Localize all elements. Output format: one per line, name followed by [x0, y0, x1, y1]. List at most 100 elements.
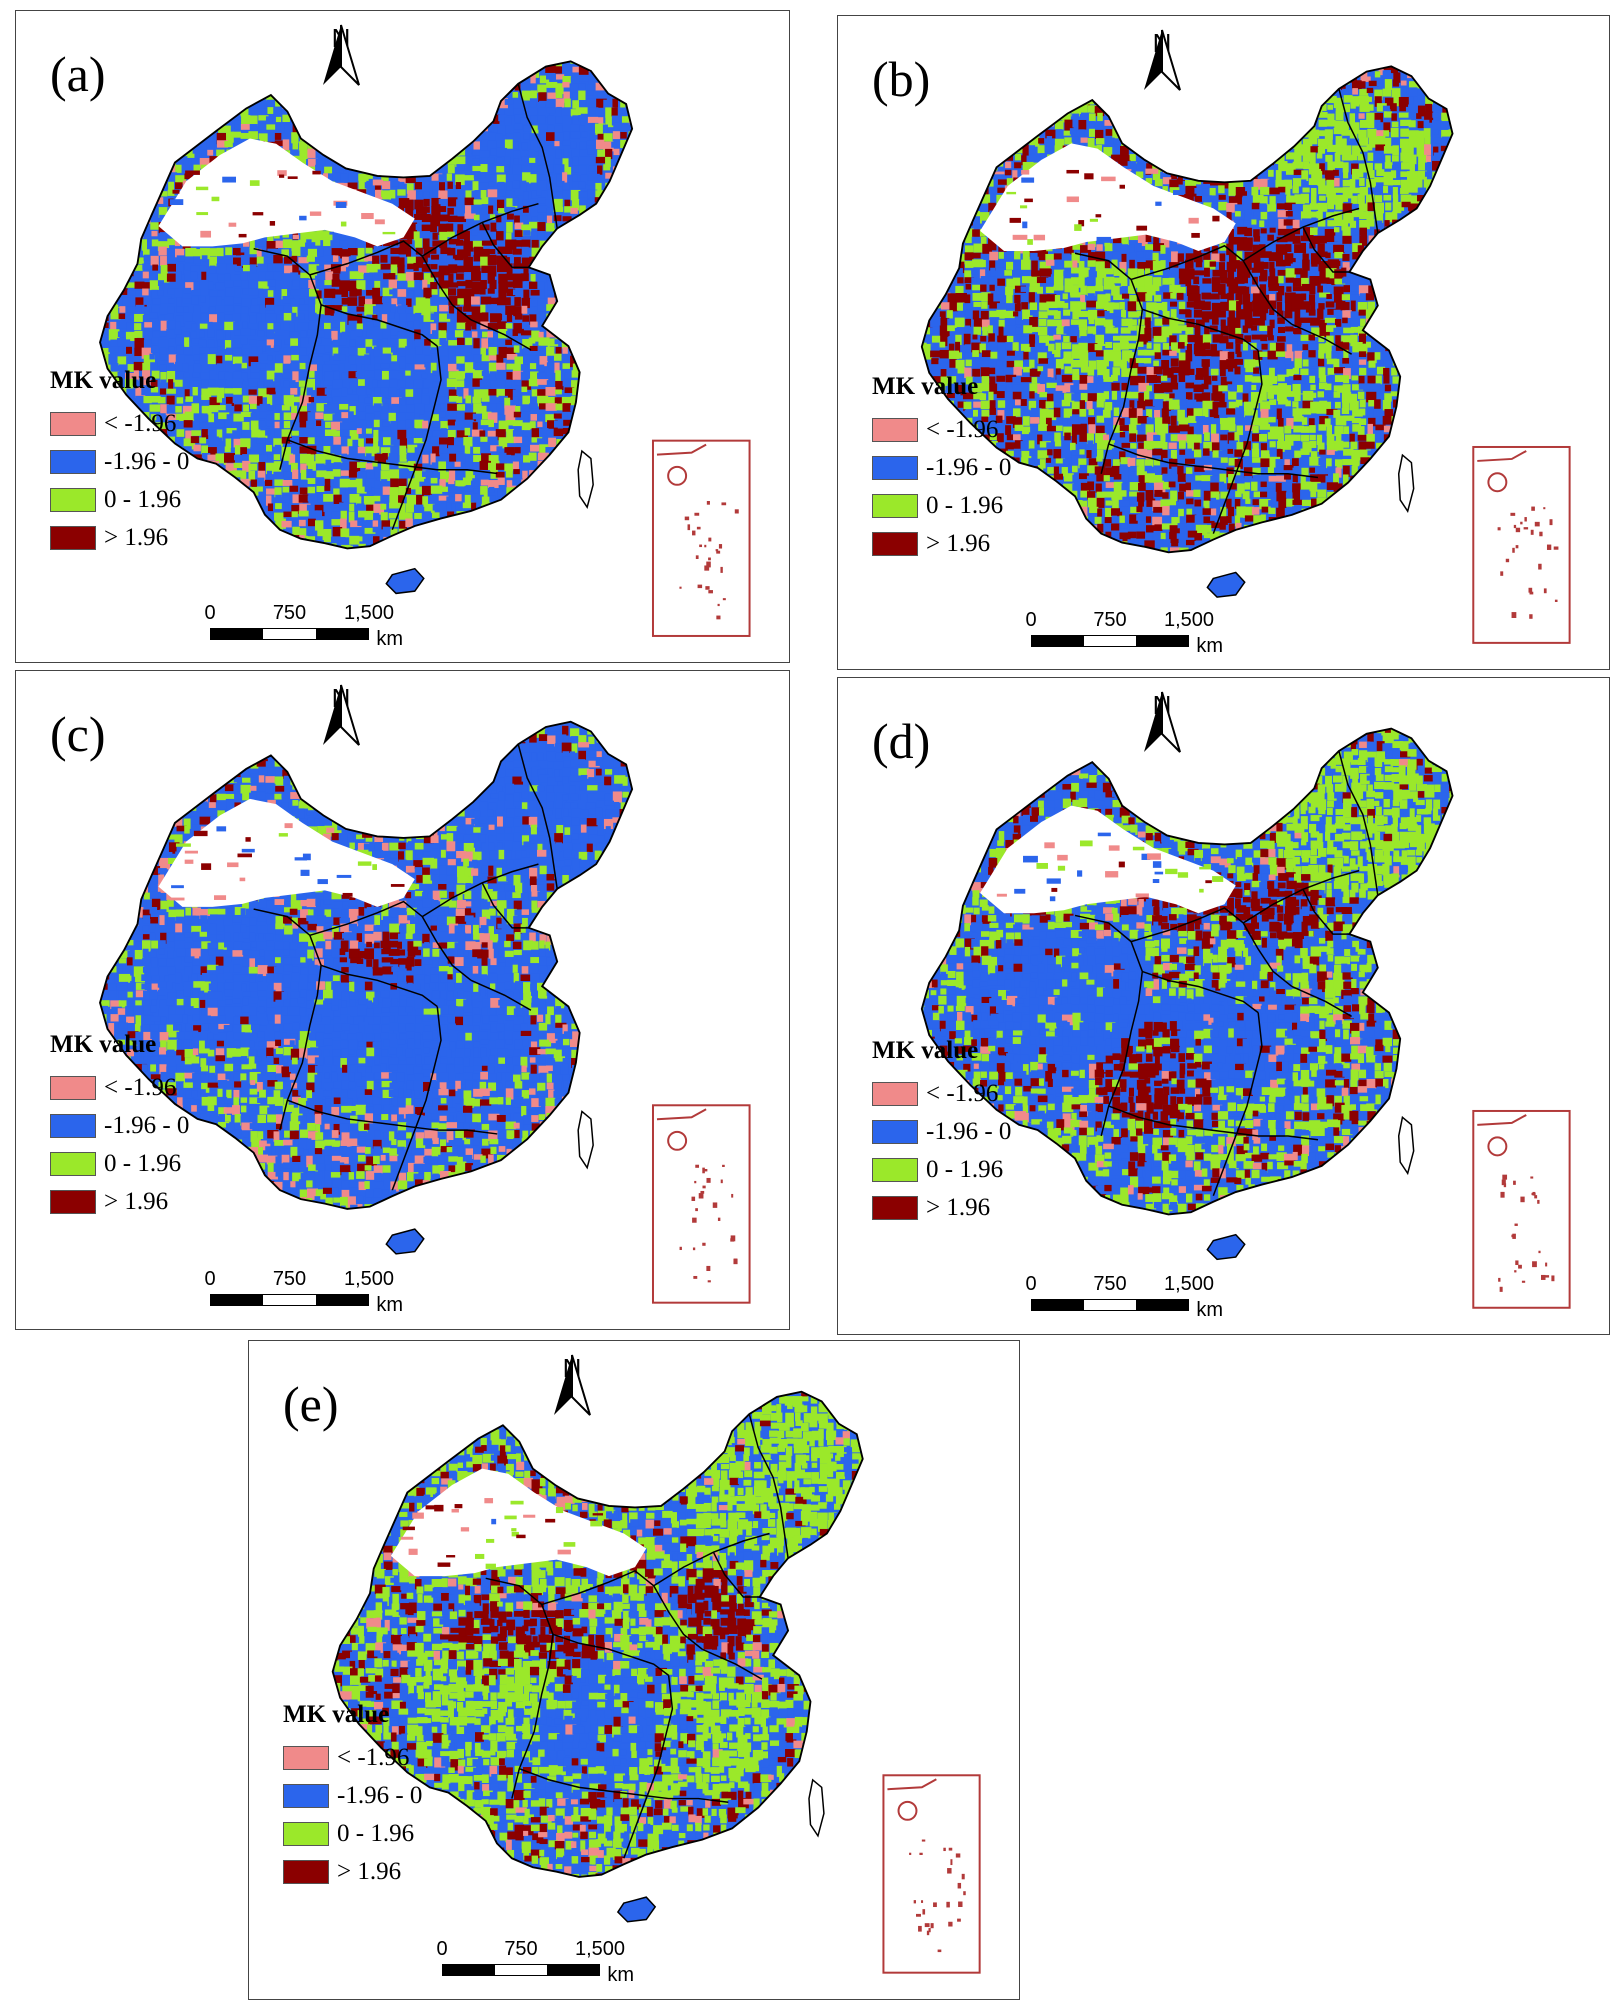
taiwan-island — [1397, 1115, 1415, 1176]
hainan-island — [1206, 571, 1246, 598]
legend-item: 0 - 1.96 — [283, 1815, 422, 1853]
region-boundary — [1242, 869, 1360, 924]
region-boundary — [421, 863, 539, 918]
legend-item: > 1.96 — [50, 1183, 189, 1221]
hainan-island — [1206, 1233, 1246, 1261]
region-boundary — [1302, 226, 1350, 273]
region-boundary — [1142, 308, 1259, 352]
region-boundary — [481, 882, 529, 929]
legend-swatch — [50, 412, 96, 436]
trend-raster — [332, 1391, 863, 1877]
north-arrow-icon — [323, 24, 360, 86]
north-arrow: N — [1132, 28, 1192, 91]
legend-item-label: 0 - 1.96 — [337, 1820, 414, 1848]
china-map — [99, 720, 751, 1304]
trend-raster — [100, 721, 633, 1209]
legend-item-label: > 1.96 — [104, 1188, 168, 1216]
region-boundary — [1130, 907, 1293, 988]
legend: MK value < -1.96 -1.96 - 0 0 - 1.96 > 1.… — [50, 367, 189, 557]
scale-unit: km — [376, 628, 403, 651]
legend-item-label: -1.96 - 0 — [104, 1112, 189, 1140]
legend-item-label: < -1.96 — [104, 410, 176, 438]
taiwan-island — [1397, 453, 1415, 513]
north-arrow: N — [1132, 690, 1192, 753]
scale-unit: km — [1196, 1299, 1223, 1322]
taiwan-island — [577, 1110, 594, 1170]
region-boundary — [253, 247, 322, 470]
legend-item-label: > 1.96 — [926, 530, 990, 558]
scale-tick: 0 — [204, 602, 215, 625]
scale-tick: 750 — [273, 1268, 306, 1291]
legend-item-label: > 1.96 — [104, 524, 168, 552]
legend-swatch — [872, 456, 918, 480]
north-arrow: N — [311, 23, 371, 86]
legend-item-label: < -1.96 — [926, 416, 998, 444]
region-boundary — [481, 222, 529, 269]
region-boundary — [391, 346, 442, 530]
legend-swatch — [872, 1082, 918, 1106]
legend-swatch — [283, 1860, 329, 1884]
legend-item: < -1.96 — [50, 1069, 189, 1107]
country-boundary — [99, 720, 634, 1210]
region-boundary — [1074, 252, 1144, 474]
scale-tick: 0 — [1025, 1273, 1036, 1296]
map-panel-b: (b) N MK value < -1.96 -1.96 - 0 0 - 1.9… — [837, 15, 1610, 670]
legend-item-label: > 1.96 — [926, 1194, 990, 1222]
panel-label: (e) — [283, 1375, 339, 1433]
map-panel-e: (e) N MK value < -1.96 -1.96 - 0 0 - 1.9… — [248, 1340, 1020, 2000]
legend-swatch — [50, 1190, 96, 1214]
legend-item: 0 - 1.96 — [872, 487, 1011, 525]
south-china-sea-inset — [651, 1104, 751, 1304]
taiwan-island — [808, 1778, 825, 1838]
north-arrow-icon — [1144, 29, 1181, 91]
scale-unit: km — [607, 1964, 634, 1987]
scale-tick: 1,500 — [344, 1268, 394, 1291]
region-boundary — [519, 1767, 729, 1804]
region-boundary — [701, 1648, 763, 1680]
scale-tick: 1,500 — [1164, 609, 1214, 632]
legend: MK value < -1.96 -1.96 - 0 0 - 1.96 > 1.… — [872, 1037, 1011, 1227]
legend-item: -1.96 - 0 — [872, 1113, 1011, 1151]
region-boundary — [1142, 970, 1259, 1014]
region-boundary — [1338, 750, 1379, 896]
legend: MK value < -1.96 -1.96 - 0 0 - 1.96 > 1.… — [283, 1701, 422, 1891]
legend-item-label: -1.96 - 0 — [104, 448, 189, 476]
scale-tick: 1,500 — [575, 1938, 625, 1961]
scale-bar: 0 750 1,500 km — [204, 602, 403, 650]
legend-swatch — [872, 494, 918, 518]
region-boundary — [1302, 888, 1350, 935]
legend-swatch — [872, 532, 918, 556]
map-panel-a: (a) N MK value < -1.96 -1.96 - 0 0 - 1.9… — [15, 10, 790, 663]
legend-item: < -1.96 — [283, 1739, 422, 1777]
region-boundary — [253, 908, 322, 1131]
legend-item: 0 - 1.96 — [872, 1151, 1011, 1189]
region-boundary — [1108, 1105, 1319, 1141]
region-boundary — [552, 1633, 670, 1676]
scale-bar: 0 750 1,500 km — [204, 1268, 403, 1316]
legend-swatch — [872, 1120, 918, 1144]
legend-swatch — [283, 1784, 329, 1808]
legend-item-label: 0 - 1.96 — [926, 1156, 1003, 1184]
region-boundary — [1130, 244, 1293, 325]
scale-tick: 750 — [1093, 609, 1126, 632]
country-boundary — [920, 65, 1454, 554]
scale-tick: 0 — [204, 1268, 215, 1291]
region-boundary — [541, 1569, 703, 1650]
legend-item-label: < -1.96 — [337, 1744, 409, 1772]
region-boundary — [470, 979, 532, 1011]
panel-label: (a) — [50, 45, 106, 103]
legend-swatch — [50, 1152, 96, 1176]
legend-item-label: < -1.96 — [104, 1074, 176, 1102]
legend-item-label: -1.96 - 0 — [926, 454, 1011, 482]
region-boundary — [1291, 323, 1352, 355]
legend-swatch — [50, 526, 96, 550]
map-panel-c: (c) N MK value < -1.96 -1.96 - 0 0 - 1.9… — [15, 670, 790, 1330]
legend-item-label: < -1.96 — [926, 1080, 998, 1108]
legend-item: < -1.96 — [50, 405, 189, 443]
scale-tick: 750 — [1093, 1273, 1126, 1296]
hainan-island — [385, 1228, 425, 1255]
legend-item: > 1.96 — [283, 1853, 422, 1891]
region-boundary — [470, 319, 532, 351]
scale-tick: 750 — [504, 1938, 537, 1961]
legend-title: MK value — [50, 1031, 189, 1059]
